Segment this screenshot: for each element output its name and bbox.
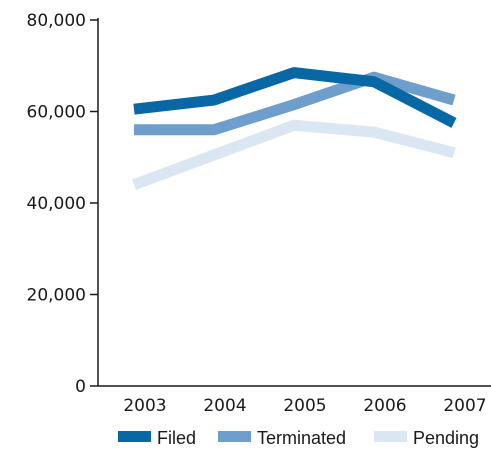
legend-swatch-terminated: [218, 431, 251, 442]
x-axis: 2003 2004 2005 2006 2007: [98, 385, 491, 416]
series-lines: [132, 67, 457, 190]
x-tick-label: 2006: [363, 396, 406, 416]
series-line-pending: [132, 119, 456, 190]
legend-label-filed: Filed: [157, 428, 196, 448]
x-tick-label: 2003: [123, 396, 166, 416]
y-tick-label: 0: [75, 377, 86, 397]
x-tick-label: 2004: [203, 396, 246, 416]
y-tick-label: 20,000: [27, 286, 86, 306]
y-tick-label: 40,000: [27, 194, 86, 214]
legend-swatch-filed: [118, 431, 151, 442]
y-axis: 0 20,000 40,000 60,000 80,000: [27, 11, 99, 397]
x-tick-label: 2005: [283, 396, 326, 416]
legend-swatch-pending: [374, 431, 407, 442]
legend-label-terminated: Terminated: [257, 428, 346, 448]
legend: Filed Terminated Pending: [118, 428, 479, 448]
y-tick-label: 60,000: [27, 103, 86, 123]
legend-label-pending: Pending: [413, 428, 479, 448]
series-line-filed: [133, 67, 457, 128]
series-line-terminated: [134, 71, 456, 136]
x-tick-label: 2007: [443, 396, 486, 416]
y-tick-label: 80,000: [27, 11, 86, 31]
